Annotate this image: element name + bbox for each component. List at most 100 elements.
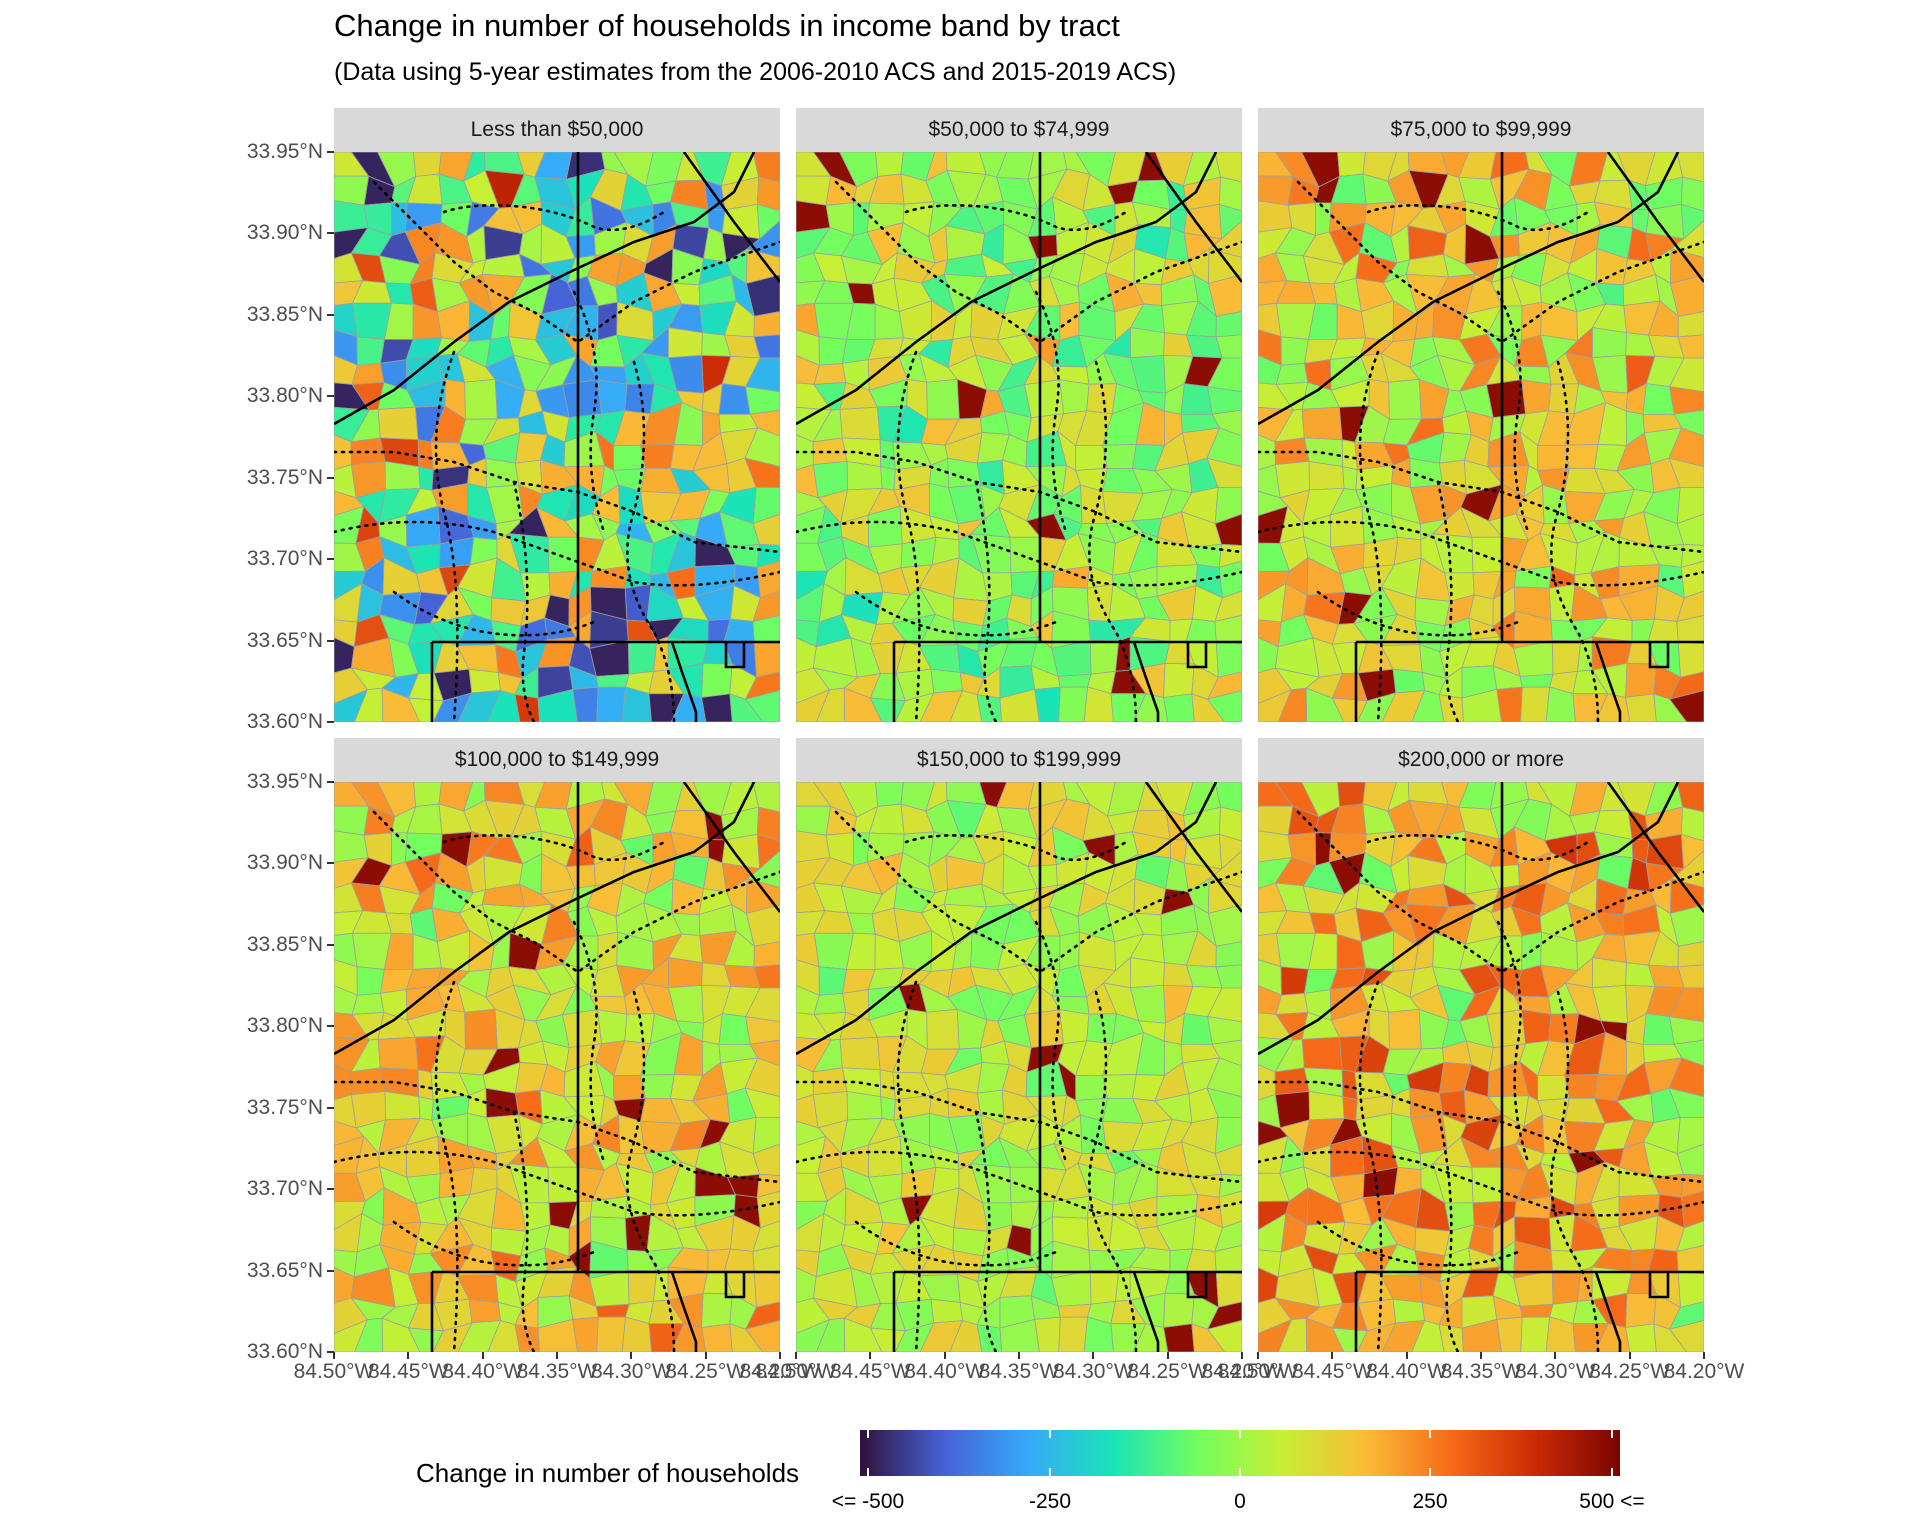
tract	[1572, 693, 1609, 722]
tract	[1214, 486, 1242, 525]
tract	[1215, 641, 1242, 678]
tract	[1653, 693, 1688, 722]
tract	[418, 1096, 434, 1121]
tract	[1653, 1323, 1688, 1352]
tract	[926, 378, 960, 420]
tract	[744, 1087, 780, 1118]
legend-tick-label: 500 <=	[1579, 1490, 1645, 1513]
tract	[1314, 202, 1332, 237]
legend-title: Change in number of households	[416, 1458, 800, 1488]
x-tick-label: 84.30°W	[1052, 1360, 1134, 1383]
x-tick-label: 84.50°W	[293, 1360, 375, 1383]
tract	[537, 688, 578, 722]
tract	[547, 1166, 579, 1204]
tract	[1089, 1270, 1120, 1305]
highway-line	[434, 350, 459, 722]
tract	[1520, 686, 1551, 722]
highway-line	[434, 980, 459, 1352]
highway-line	[442, 834, 666, 862]
x-tick-label: 84.20°W	[1201, 1360, 1283, 1383]
county-boundary	[1132, 1271, 1208, 1352]
tract	[1218, 176, 1242, 212]
highway-line	[334, 1080, 780, 1184]
y-tick	[327, 1351, 334, 1353]
tract	[1392, 668, 1426, 694]
tract	[1676, 486, 1704, 525]
facet-map-3	[1258, 152, 1704, 722]
tract	[648, 693, 685, 722]
x-tick	[407, 1352, 410, 1359]
tract	[796, 1319, 831, 1352]
tract	[1214, 1220, 1242, 1252]
tract	[1548, 1213, 1576, 1252]
tract	[356, 336, 385, 366]
tract	[1591, 957, 1627, 989]
tract	[1305, 687, 1345, 722]
tract	[334, 175, 370, 206]
highway-line	[1436, 1110, 1460, 1352]
tract	[1258, 175, 1294, 206]
tract	[1258, 830, 1293, 863]
y-tick-label: 33.70°N	[246, 1177, 323, 1201]
tract	[1207, 386, 1242, 415]
tract	[572, 686, 599, 722]
tract	[1668, 690, 1704, 722]
legend-tick	[1611, 1430, 1613, 1438]
tract	[1677, 641, 1704, 678]
highway-line	[572, 290, 606, 534]
y-tick-label: 33.70°N	[246, 547, 323, 571]
tract	[1461, 688, 1502, 722]
highway-line	[1258, 450, 1704, 554]
tract	[1058, 1316, 1089, 1352]
tract	[1668, 1057, 1704, 1098]
tract	[1337, 782, 1366, 807]
y-tick	[327, 476, 334, 479]
tract	[1669, 274, 1704, 317]
tract	[701, 662, 733, 698]
y-tick-label: 33.75°N	[246, 465, 323, 489]
tract	[949, 690, 983, 722]
tract	[1280, 336, 1309, 366]
tract	[1680, 833, 1704, 870]
tract	[1305, 1317, 1345, 1352]
highway-line	[1316, 590, 1520, 637]
tract	[753, 311, 780, 338]
tract	[356, 966, 385, 996]
tract	[752, 1116, 780, 1155]
tract	[1258, 689, 1293, 722]
highway-line	[512, 480, 536, 722]
tract	[1471, 1166, 1503, 1204]
tract	[1089, 640, 1120, 675]
y-tick-label: 33.60°N	[246, 1340, 323, 1363]
legend-tick	[1429, 1430, 1431, 1438]
tract	[1214, 615, 1242, 645]
x-tick	[1628, 1352, 1631, 1359]
tract	[432, 692, 473, 722]
tract	[744, 690, 780, 722]
tract	[1356, 1322, 1397, 1352]
tract	[514, 1324, 540, 1352]
tract	[457, 690, 502, 722]
tract	[1218, 203, 1242, 240]
highway-line	[1366, 204, 1590, 232]
highway-line	[904, 204, 1128, 232]
x-tick	[943, 1352, 946, 1359]
choropleth-1	[334, 152, 780, 722]
tract	[1034, 1316, 1061, 1352]
x-tick	[704, 1352, 707, 1359]
tract	[1057, 1303, 1092, 1318]
choropleth-2	[796, 152, 1242, 722]
tract	[1676, 1220, 1704, 1252]
tract	[745, 904, 780, 947]
tract	[1438, 1324, 1464, 1352]
legend-tick-label: 0	[1234, 1490, 1246, 1513]
tract	[749, 409, 780, 437]
tract	[597, 379, 628, 415]
tract	[843, 1317, 883, 1352]
tract	[413, 152, 442, 177]
tract	[1102, 444, 1137, 469]
tract	[1342, 466, 1358, 491]
y-tick	[327, 943, 334, 946]
x-tick-label: 84.30°W	[590, 1360, 672, 1383]
highway-line	[896, 350, 921, 722]
